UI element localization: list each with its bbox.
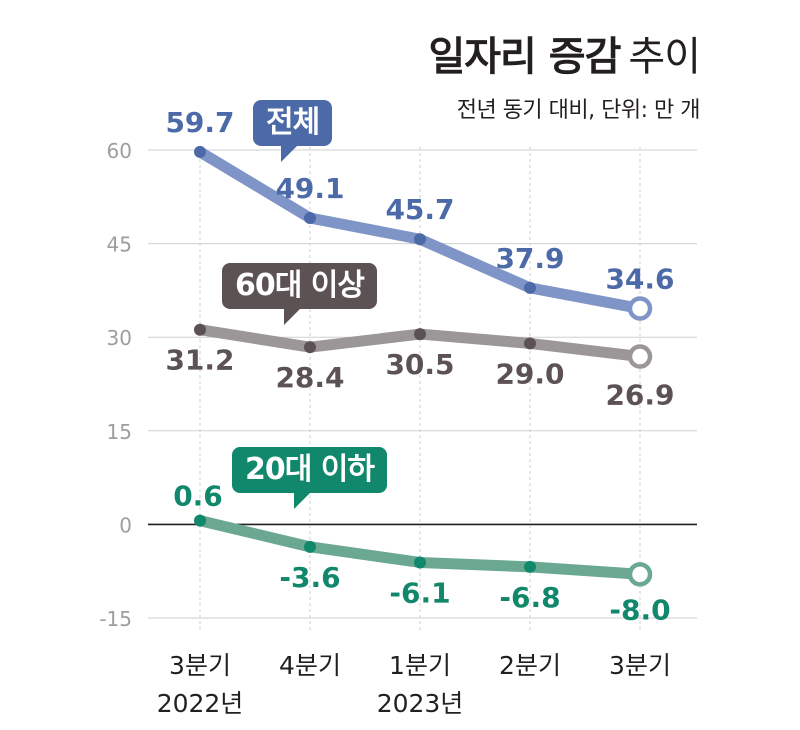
data-label-under20: -6.8 bbox=[499, 581, 560, 614]
data-point-under20 bbox=[524, 560, 536, 573]
data-label-under20: -3.6 bbox=[279, 561, 340, 594]
data-label-total: 37.9 bbox=[495, 242, 564, 275]
callout-tail bbox=[294, 492, 311, 509]
chart-subtitle: 전년 동기 대비, 단위: 만 개 bbox=[456, 98, 701, 123]
callout-tail bbox=[281, 145, 298, 162]
data-point-total bbox=[304, 212, 316, 225]
x-tick-label: 3분기 bbox=[609, 651, 671, 680]
y-tick-label: 30 bbox=[107, 326, 132, 350]
chart-title-main: 일자리 증감 bbox=[428, 34, 621, 80]
data-label-over60: 28.4 bbox=[275, 361, 344, 394]
legend-label-over60: 60대 이상 bbox=[235, 268, 365, 303]
data-label-under20: -6.1 bbox=[389, 576, 450, 609]
data-point-over60 bbox=[524, 337, 536, 350]
data-label-total: 59.7 bbox=[165, 106, 234, 139]
legend-label-under20: 20대 이하 bbox=[245, 452, 375, 487]
data-label-under20: -8.0 bbox=[609, 593, 670, 626]
legend-callout-over60: 60대 이상 bbox=[222, 263, 377, 325]
x-tick-label: 1분기 bbox=[389, 651, 451, 680]
data-point-under20 bbox=[627, 562, 653, 587]
x-tick-label-year: 2022년 bbox=[157, 689, 244, 718]
chart-title-sub: 추이 bbox=[628, 34, 701, 80]
data-point-under20 bbox=[414, 556, 426, 569]
y-tick-label: 15 bbox=[107, 420, 132, 444]
data-point-total bbox=[524, 281, 536, 294]
data-point-over60 bbox=[194, 323, 206, 336]
data-label-over60: 31.2 bbox=[165, 344, 234, 377]
data-point-under20 bbox=[304, 540, 316, 553]
data-label-total: 34.6 bbox=[605, 262, 674, 295]
data-point-total bbox=[194, 145, 206, 158]
y-tick-label: 0 bbox=[119, 513, 132, 537]
x-tick-label-year: 2023년 bbox=[377, 689, 464, 718]
x-tick-label: 4분기 bbox=[279, 651, 341, 680]
data-point-over60 bbox=[627, 344, 653, 369]
legend-callout-under20: 20대 이하 bbox=[232, 447, 387, 509]
x-tick-label: 3분기 bbox=[169, 651, 231, 680]
callout-tail bbox=[284, 308, 301, 325]
x-tick-label: 2분기 bbox=[499, 651, 561, 680]
data-point-over60 bbox=[304, 341, 316, 354]
data-label-total: 49.1 bbox=[275, 172, 344, 205]
chart-title: 일자리 증감 추이 bbox=[428, 24, 701, 82]
data-point-total bbox=[627, 296, 653, 321]
data-label-over60: 26.9 bbox=[605, 379, 674, 412]
data-label-under20: 0.6 bbox=[173, 480, 223, 513]
data-label-total: 45.7 bbox=[385, 193, 454, 226]
y-tick-label: -15 bbox=[99, 607, 132, 631]
y-tick-label: 45 bbox=[107, 233, 132, 257]
legend-callout-total: 전체 bbox=[253, 100, 333, 162]
legend-label-total: 전체 bbox=[266, 105, 320, 140]
data-label-over60: 29.0 bbox=[495, 357, 564, 390]
y-tick-label: 60 bbox=[107, 139, 132, 163]
data-point-total bbox=[414, 233, 426, 246]
data-point-over60 bbox=[414, 328, 426, 341]
data-point-under20 bbox=[194, 514, 206, 527]
data-label-over60: 30.5 bbox=[385, 348, 454, 381]
